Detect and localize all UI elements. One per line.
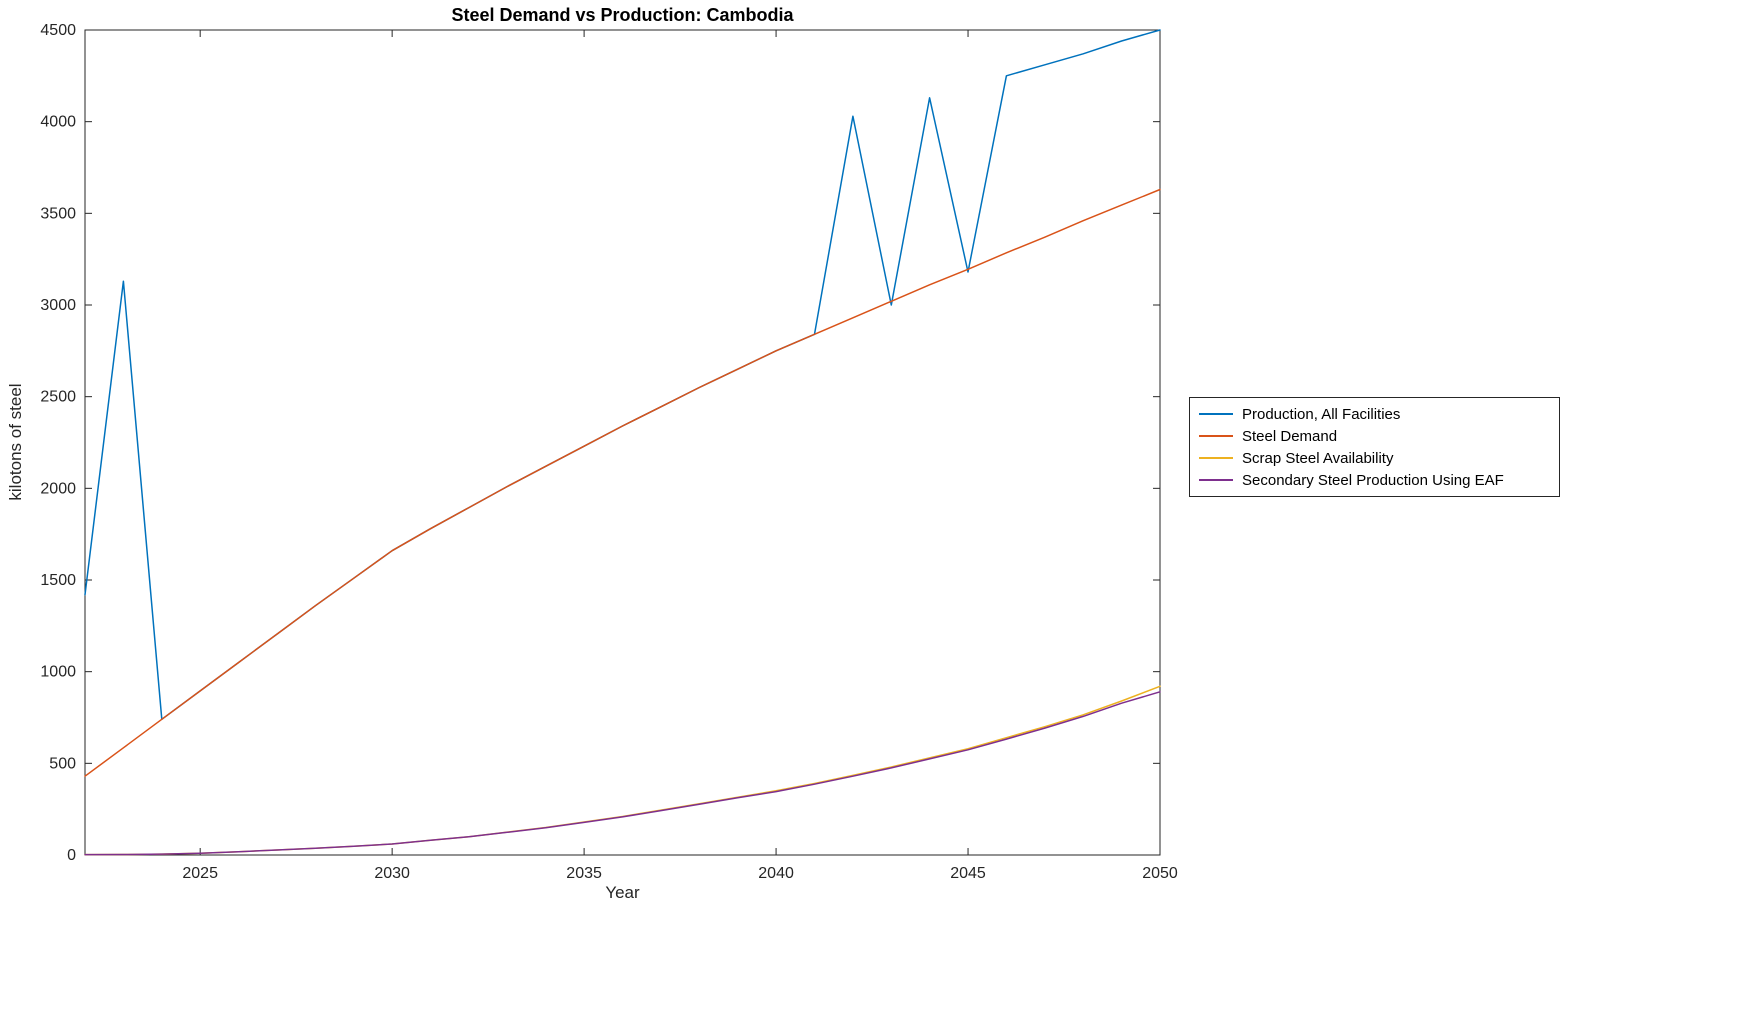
y-tick-label: 3000: [40, 297, 76, 314]
series-line-steel-demand: [84, 188, 1161, 777]
y-tick-label: 0: [67, 847, 76, 864]
series-line-secondary-steel-production-using-eaf: [84, 691, 1161, 856]
legend-line-sample: [1199, 435, 1233, 437]
legend-label: Scrap Steel Availability: [1242, 449, 1394, 467]
legend-line-sample: [1199, 457, 1233, 459]
y-tick-label: 1000: [40, 664, 76, 681]
y-tick-label: 2500: [40, 389, 76, 406]
legend-item: Production, All Facilities: [1190, 403, 1559, 425]
x-tick-label: 2045: [950, 865, 986, 882]
x-tick-label: 2025: [182, 865, 218, 882]
x-tick-label: 2030: [374, 865, 410, 882]
y-axis-label: kilotons of steel: [6, 383, 25, 501]
legend-item: Secondary Steel Production Using EAF: [1190, 469, 1559, 491]
y-tick-label: 1500: [40, 572, 76, 589]
chart-title: Steel Demand vs Production: Cambodia: [451, 5, 794, 25]
legend-line-sample: [1199, 479, 1233, 481]
x-tick-label: 2050: [1142, 865, 1178, 882]
x-axis-label: Year: [605, 883, 640, 902]
y-tick-label: 500: [49, 755, 76, 772]
y-tick-label: 3500: [40, 205, 76, 222]
y-tick-label: 4500: [40, 22, 76, 39]
y-tick-label: 2000: [40, 480, 76, 497]
legend-label: Production, All Facilities: [1242, 405, 1401, 423]
legend-label: Secondary Steel Production Using EAF: [1242, 471, 1504, 489]
x-tick-label: 2040: [758, 865, 794, 882]
legend-line-sample: [1199, 413, 1233, 415]
axes-box: [84, 29, 1161, 856]
legend-item: Scrap Steel Availability: [1190, 447, 1559, 469]
series-line-production-all-facilities: [84, 29, 1161, 721]
legend-label: Steel Demand: [1242, 427, 1338, 445]
legend-item: Steel Demand: [1190, 425, 1559, 447]
series-line-scrap-steel-availability: [84, 685, 1161, 856]
y-tick-label: 4000: [40, 114, 76, 131]
x-tick-label: 2035: [566, 865, 602, 882]
legend: Production, All Facilities Steel Demand Sc…: [1189, 397, 1560, 497]
